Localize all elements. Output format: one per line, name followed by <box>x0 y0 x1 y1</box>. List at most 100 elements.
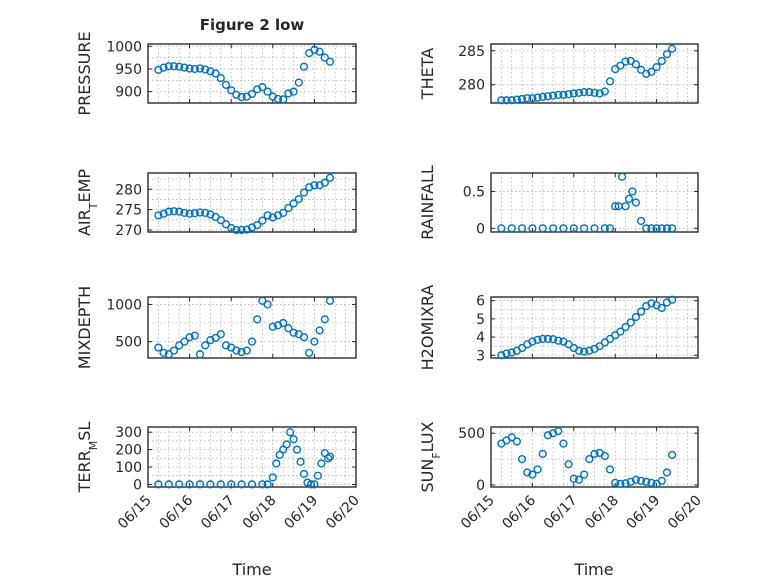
data-point <box>548 335 558 344</box>
y-tick-label: 1000 <box>106 297 142 313</box>
data-point <box>310 480 319 489</box>
data-point <box>185 480 194 489</box>
data-point <box>195 350 205 359</box>
data-point <box>216 480 225 489</box>
data-point <box>232 346 241 355</box>
data-point <box>190 331 199 340</box>
data-point <box>292 445 302 454</box>
axes-border <box>147 43 357 104</box>
data-point <box>668 224 677 233</box>
data-point <box>175 341 184 350</box>
data-point <box>647 224 656 233</box>
data-point <box>180 63 189 72</box>
data-point <box>247 89 257 99</box>
data-point <box>616 327 625 336</box>
data-point <box>211 333 220 343</box>
data-point <box>263 87 272 96</box>
y-tick-label: 0 <box>133 477 142 493</box>
data-point <box>616 479 625 488</box>
data-point <box>268 473 277 482</box>
data-point <box>554 427 563 436</box>
data-point <box>263 300 272 309</box>
data-point <box>631 60 641 69</box>
data-point <box>253 315 262 324</box>
data-point <box>258 480 267 489</box>
y-tick-label: 950 <box>115 62 142 78</box>
data-point <box>617 172 627 181</box>
x-tick-label: 06/20 <box>665 493 705 533</box>
data-point <box>559 90 568 99</box>
data-point <box>559 439 568 448</box>
data-point <box>611 202 620 211</box>
data-point <box>611 478 620 487</box>
data-point <box>517 94 527 104</box>
x-axis-label-right: Time <box>573 560 613 579</box>
data-point <box>569 89 578 98</box>
data-point <box>564 460 573 469</box>
data-point <box>310 181 319 190</box>
data-point <box>289 435 298 444</box>
data-point <box>154 211 163 220</box>
y-tick-label: 275 <box>115 203 142 219</box>
data-point <box>621 322 630 332</box>
data-point <box>325 296 335 305</box>
data-point <box>628 187 637 196</box>
subplot-mixdepth: 500 1000 MIXDEPTH <box>75 286 357 369</box>
x-tick-label: 06/17 <box>541 493 581 533</box>
data-point <box>232 225 241 235</box>
data-point <box>237 225 246 235</box>
data-point <box>258 216 267 225</box>
data-point <box>201 341 210 350</box>
y-axis-label: PRESSURE <box>75 31 94 115</box>
data-point <box>543 92 553 101</box>
data-point <box>574 475 584 484</box>
data-point <box>164 350 173 359</box>
data-point <box>289 328 298 337</box>
data-point <box>631 475 641 484</box>
data-point <box>268 213 277 222</box>
data-point <box>195 208 205 217</box>
y-tick-label: 0.5 <box>463 184 485 200</box>
axes-border <box>490 296 699 359</box>
data-point <box>554 336 563 345</box>
data-point <box>253 220 262 230</box>
data-point <box>315 47 324 56</box>
data-point <box>657 224 666 233</box>
data-point <box>657 56 666 66</box>
data-point <box>647 299 656 308</box>
data-point <box>507 96 516 105</box>
data-point <box>289 199 298 208</box>
data-point <box>574 88 584 97</box>
data-point <box>263 480 272 489</box>
data-point <box>605 465 615 474</box>
data-point <box>621 202 630 211</box>
x-tick-label: 06/19 <box>624 493 664 533</box>
axes-border <box>147 296 357 359</box>
data-point <box>580 88 589 97</box>
data-point <box>247 337 257 346</box>
data-point <box>284 324 293 333</box>
data-point <box>279 208 288 217</box>
data-point <box>305 348 314 357</box>
x-tick-label: 06/16 <box>499 492 539 532</box>
data-point <box>636 65 646 74</box>
data-point <box>543 431 553 440</box>
figure-title: Figure 2 low <box>200 16 305 34</box>
data-point <box>507 433 516 442</box>
y-axis-label: SUNFLUX <box>418 421 443 492</box>
data-point <box>164 207 173 216</box>
data-point <box>206 480 215 489</box>
y-tick-label: 6 <box>476 294 485 310</box>
y-tick-label: 100 <box>115 460 142 476</box>
data-point <box>227 480 236 489</box>
data-point <box>294 194 303 204</box>
data-point <box>279 95 288 104</box>
data-point <box>590 88 599 97</box>
data-point <box>273 94 283 104</box>
data-point <box>497 351 506 360</box>
y-tick-label: 4 <box>476 330 485 346</box>
data-point <box>258 296 267 305</box>
data-point <box>294 78 303 87</box>
data-point <box>616 61 625 70</box>
